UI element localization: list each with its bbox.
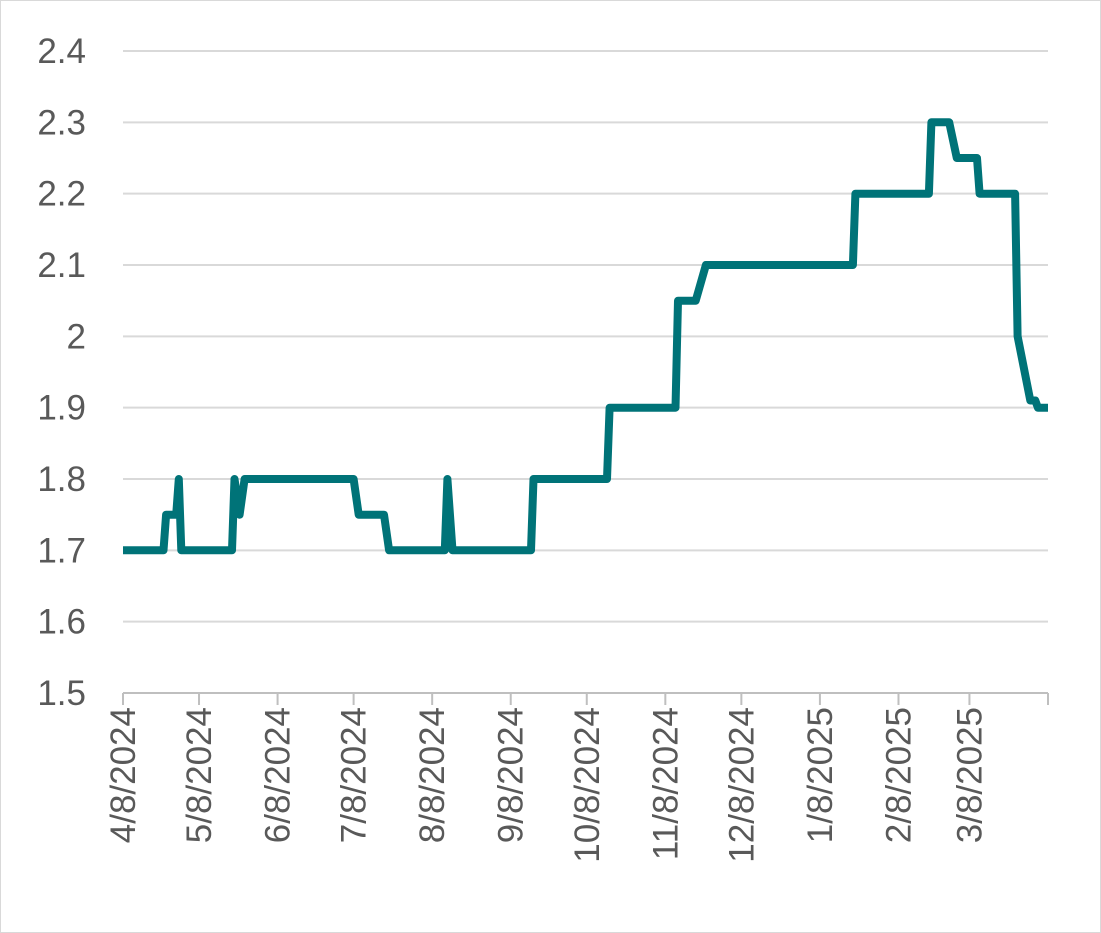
x-tick-label: 5/8/2024 [180,707,219,843]
x-tick-label: 2/8/2025 [879,707,918,843]
y-tick-label: 1.9 [37,389,86,428]
x-tick-label: 6/8/2024 [259,707,298,843]
x-tick-label: 7/8/2024 [335,707,374,843]
series-line [123,118,1048,555]
x-tick-label: 4/8/2024 [104,707,143,843]
x-tick-label: 9/8/2024 [492,707,531,843]
y-tick-label: 1.5 [37,674,86,713]
gridlines [123,50,1048,623]
series-layer [123,118,1048,555]
x-tick-label: 1/8/2025 [801,707,840,843]
y-tick-label: 2.2 [37,175,86,214]
y-axis-tick-labels: 1.5 1.6 1.7 1.8 1.9 2 2.1 2.2 2.3 2.4 [37,32,86,713]
y-tick-label: 2.4 [37,32,86,71]
y-tick-label: 2.3 [37,103,86,142]
y-tick-label: 1.7 [37,531,86,570]
x-tick-label: 10/8/2024 [568,707,607,863]
x-tick-label: 3/8/2025 [950,707,989,843]
y-tick-label: 1.8 [37,460,86,499]
y-tick-label: 2.1 [37,246,86,285]
x-tick-label: 12/8/2024 [722,707,761,863]
x-axis: 4/8/2024 5/8/2024 6/8/2024 7/8/2024 8/8/2024… [104,692,1049,863]
x-tick-label: 8/8/2024 [413,707,452,843]
x-tick-label: 11/8/2024 [646,707,685,860]
y-tick-label: 2 [67,317,86,356]
y-tick-label: 1.6 [37,603,86,642]
